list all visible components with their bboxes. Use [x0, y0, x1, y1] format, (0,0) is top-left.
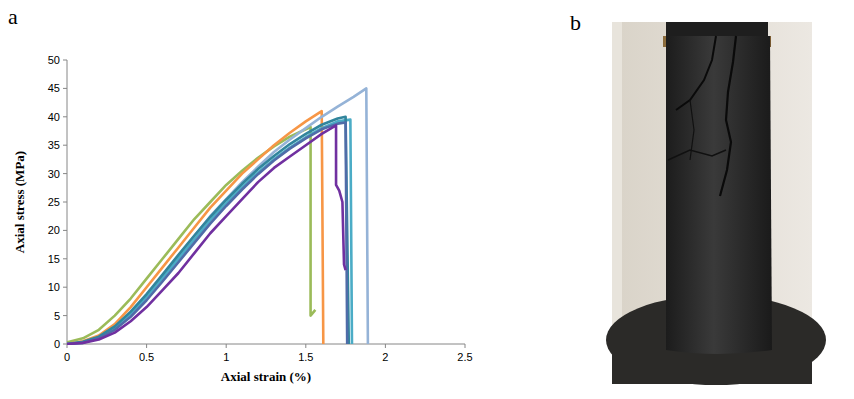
y-tick-label: 45: [48, 82, 60, 94]
stress-strain-curve: [67, 127, 315, 342]
x-tick-label: 2: [382, 351, 388, 363]
x-tick-label: 0.5: [139, 351, 154, 363]
x-tick-label: 1.5: [298, 351, 313, 363]
y-tick-label: 5: [54, 310, 60, 322]
x-tick-label: 0: [64, 351, 70, 363]
y-tick: [63, 116, 67, 117]
stress-strain-curve: [67, 120, 352, 344]
y-tick-label: 0: [54, 338, 60, 350]
crack: [720, 36, 736, 196]
x-tick-label: 2.5: [457, 351, 472, 363]
y-tick: [63, 202, 67, 203]
y-tick: [63, 173, 67, 174]
crack: [676, 36, 716, 110]
series-group: [67, 88, 368, 344]
y-tick-label: 35: [48, 139, 60, 151]
y-tick: [63, 258, 67, 259]
x-tick: [305, 344, 306, 348]
y-tick: [63, 230, 67, 231]
figure: a 0 5 10 15 20 25 30 35 40 45 50 0 0.5 1 1.5 2 2.5 Axial s…: [0, 0, 854, 399]
stress-strain-curve: [67, 111, 323, 344]
x-tick: [465, 344, 466, 348]
panel-label: a: [8, 4, 18, 29]
x-axis-title: Axial strain (%): [221, 369, 311, 384]
y-tick-label: 50: [48, 54, 60, 66]
y-tick: [63, 344, 67, 345]
x-axis: [67, 344, 465, 345]
crack: [668, 150, 726, 160]
y-axis-title: Axial stress (MPa): [12, 151, 27, 253]
x-tick: [146, 344, 147, 348]
y-tick-label: 40: [48, 111, 60, 123]
y-tick-label: 10: [48, 281, 60, 293]
y-tick-label: 30: [48, 168, 60, 180]
x-tick: [385, 344, 386, 348]
crack: [690, 100, 694, 160]
x-tick: [226, 344, 227, 348]
piston: [666, 22, 768, 38]
x-tick-label: 1: [223, 351, 229, 363]
stress-strain-curve: [67, 117, 349, 344]
y-tick: [63, 145, 67, 146]
y-tick: [63, 315, 67, 316]
photo: [606, 22, 826, 385]
y-tick: [63, 60, 67, 61]
specimen: [666, 36, 772, 354]
stress-strain-curve: [67, 122, 347, 344]
stress-strain-curve: [67, 88, 368, 344]
y-tick-label: 25: [48, 196, 60, 208]
y-tick: [63, 287, 67, 288]
y-tick-label: 15: [48, 253, 60, 265]
y-tick: [63, 88, 67, 89]
y-tick-label: 20: [48, 224, 60, 236]
stress-strain-curve: [67, 125, 346, 344]
panel-label: b: [570, 10, 581, 35]
